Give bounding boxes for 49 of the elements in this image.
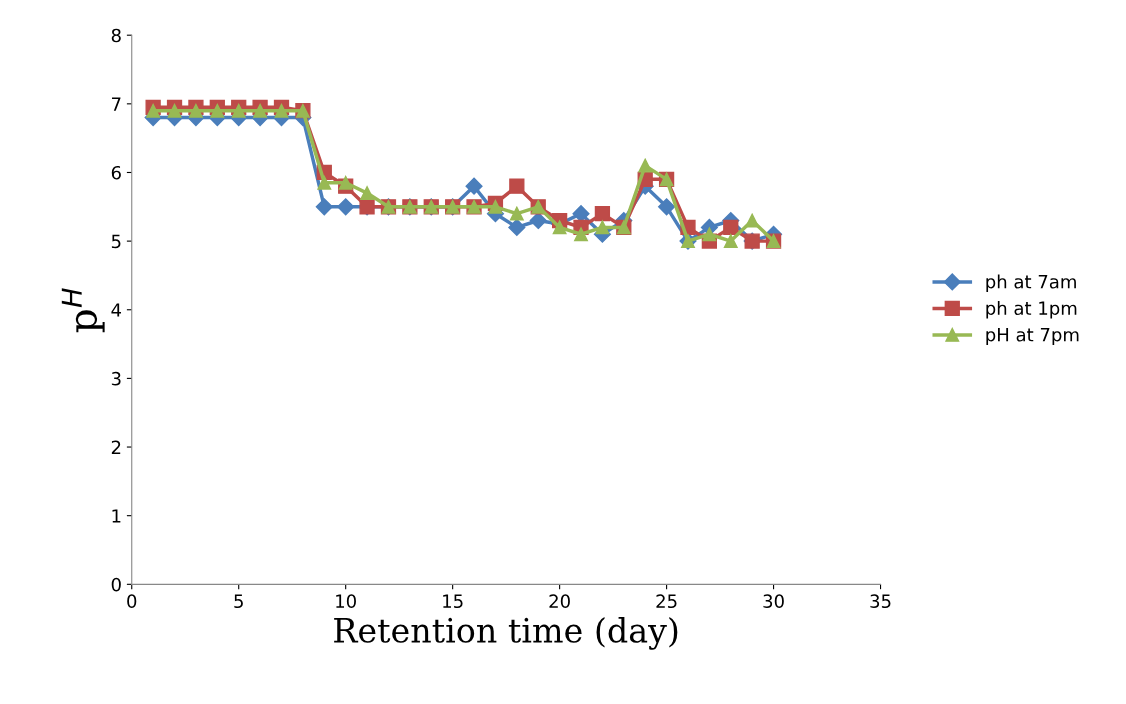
point [231, 103, 246, 118]
x-tick-label: 10 [336, 594, 356, 609]
point [638, 158, 653, 173]
y-tick-label: 0 [111, 577, 121, 592]
point [508, 218, 526, 236]
x-tick-label: 25 [656, 594, 677, 609]
point [745, 213, 760, 228]
point [509, 178, 525, 194]
point [210, 103, 225, 118]
point [360, 186, 375, 201]
legend-label: pH at 7pm [986, 328, 1079, 345]
y-tick-label: 4 [111, 303, 122, 317]
point [465, 177, 483, 195]
point [167, 103, 182, 118]
x-tick-label: 35 [870, 594, 891, 609]
point [338, 175, 353, 190]
point [658, 198, 676, 216]
point [253, 103, 268, 118]
point [488, 199, 503, 214]
point [595, 220, 610, 235]
point [146, 103, 161, 118]
y-tick-label: 2 [111, 440, 121, 454]
x-tick-label: 15 [443, 594, 463, 609]
point [315, 198, 333, 216]
x-tick-label: 30 [763, 594, 784, 609]
y-tick-label: 8 [111, 28, 121, 43]
point [552, 220, 567, 235]
point [509, 206, 524, 221]
y-tick-label: 3 [111, 371, 121, 386]
point [702, 227, 717, 242]
legend-label: ph at 1pm [986, 301, 1077, 319]
x-tick-label: 5 [234, 594, 243, 609]
x-tick-label: 20 [549, 594, 570, 609]
x-tick-label: 0 [127, 594, 137, 609]
y-tick-label: 1 [112, 509, 121, 523]
point [574, 227, 588, 242]
point [723, 234, 738, 249]
point [337, 198, 355, 216]
point [723, 219, 739, 236]
legend-label: ph at 7am [986, 274, 1076, 292]
point [274, 103, 289, 118]
point [188, 103, 203, 118]
y-tick-label: 5 [111, 234, 121, 249]
point [317, 175, 332, 190]
y-axis-title: p$^{H}$ [61, 288, 105, 333]
y-tick-label: 7 [112, 97, 121, 111]
y-tick-label: 6 [111, 165, 121, 180]
x-axis-title: Retention time (day) [334, 617, 678, 650]
point [594, 206, 611, 222]
